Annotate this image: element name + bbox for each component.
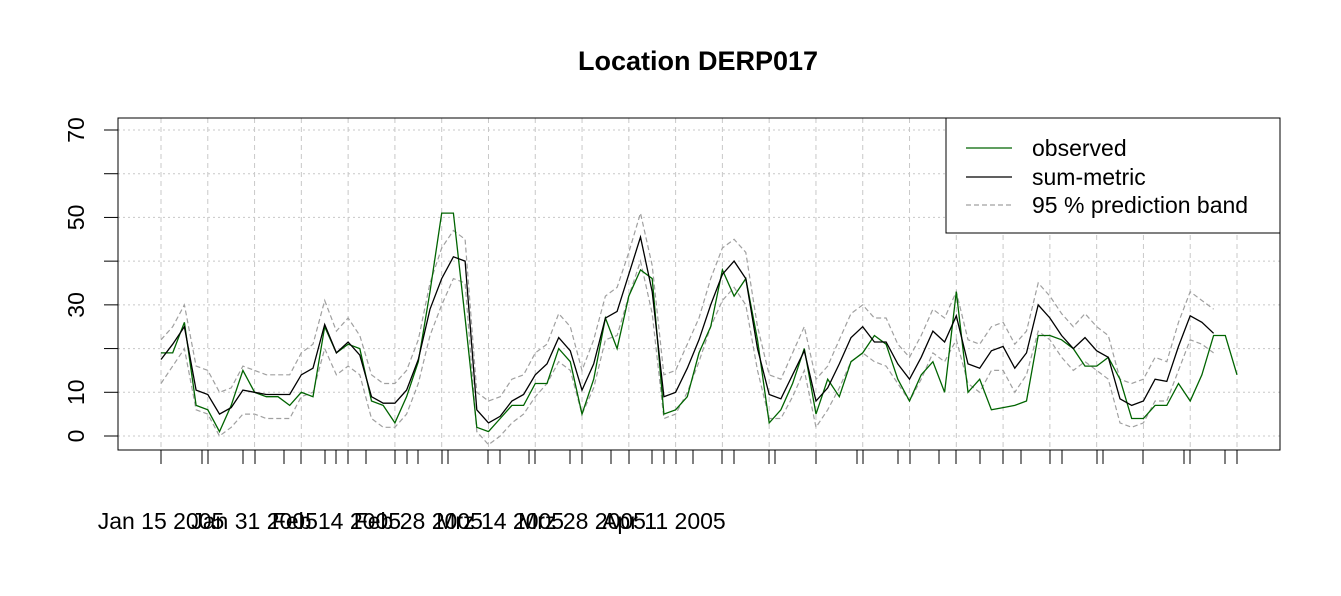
y-tick-label: 50	[63, 205, 89, 231]
band-upper-line	[160, 210, 1214, 402]
y-tick-label: 0	[63, 430, 89, 443]
sum-metric-line	[160, 234, 1215, 424]
legend-item-sum-metric-label: sum-metric	[1032, 164, 1146, 190]
legend-box	[945, 117, 1281, 234]
y-tick-label: 30	[63, 292, 89, 318]
x-tick-label: Apr 11 2005	[602, 508, 726, 534]
band-lower-line	[160, 258, 1214, 446]
legend-item-observed-label: observed	[1032, 135, 1127, 161]
series-lines	[160, 212, 1238, 434]
chart-title: Location DERP017	[578, 46, 818, 76]
observed-line	[161, 212, 1238, 434]
x-tick-label: Mrz 28 2005	[518, 508, 646, 534]
legend-item-band-label: 95 % prediction band	[1032, 192, 1248, 218]
y-tick-label: 10	[63, 380, 89, 406]
x-tick-label: Mrz 14 2005	[436, 508, 564, 534]
x-tick-label: Feb 28 2005	[354, 508, 483, 534]
prediction-band	[160, 210, 1214, 446]
y-tick-label: 70	[63, 117, 89, 143]
x-tick-label: Jan 31 2005	[191, 508, 318, 534]
x-tick-label: Jan 15 2005	[98, 508, 225, 534]
y-axis: 0 10 30 50 70	[63, 117, 119, 443]
x-tick-label: Feb 14 2005	[272, 508, 401, 534]
